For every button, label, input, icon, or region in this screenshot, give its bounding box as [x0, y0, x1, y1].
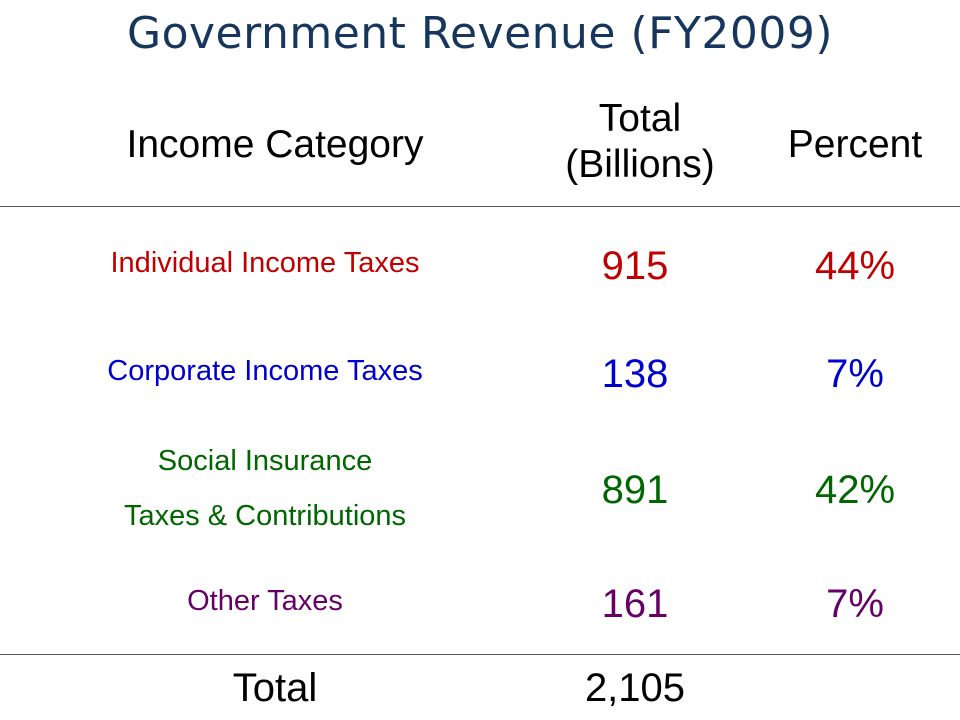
row-total-other-taxes: 161: [601, 582, 669, 626]
row-total-social-insurance: 891: [601, 468, 669, 512]
header-total-line2: (Billions): [565, 143, 715, 186]
row-total-individual-income-taxes: 915: [601, 244, 669, 288]
header-total-line1: Total: [598, 97, 682, 140]
row-category-line: Other Taxes: [187, 585, 343, 617]
row-percent-corporate-income-taxes: 7%: [826, 352, 884, 396]
total-divider: [0, 654, 960, 655]
header-total-billions: Total (Billions): [520, 96, 760, 188]
header-divider: [0, 206, 960, 207]
row-category-line: Individual Income Taxes: [110, 247, 420, 279]
total-value: 2,105: [584, 666, 686, 710]
row-category-social-insurance: Social Insurance Taxes & Contributions: [10, 434, 520, 544]
chart-title: Government Revenue (FY2009): [127, 8, 833, 59]
total-label: Total: [232, 666, 318, 710]
row-percent-social-insurance: 42%: [814, 468, 896, 512]
header-income-category: Income Category: [126, 123, 424, 166]
row-percent-individual-income-taxes: 44%: [814, 244, 896, 288]
row-category-line: Corporate Income Taxes: [107, 355, 423, 387]
row-total-corporate-income-taxes: 138: [601, 352, 669, 396]
row-category-line: Taxes & Contributions: [123, 500, 407, 532]
row-category-corporate-income-taxes: Corporate Income Taxes: [10, 344, 520, 399]
row-percent-other-taxes: 7%: [826, 582, 884, 626]
row-category-other-taxes: Other Taxes: [10, 574, 520, 629]
row-category-line: Social Insurance: [157, 445, 373, 477]
header-percent: Percent: [787, 123, 923, 166]
row-category-individual-income-taxes: Individual Income Taxes: [10, 236, 520, 291]
